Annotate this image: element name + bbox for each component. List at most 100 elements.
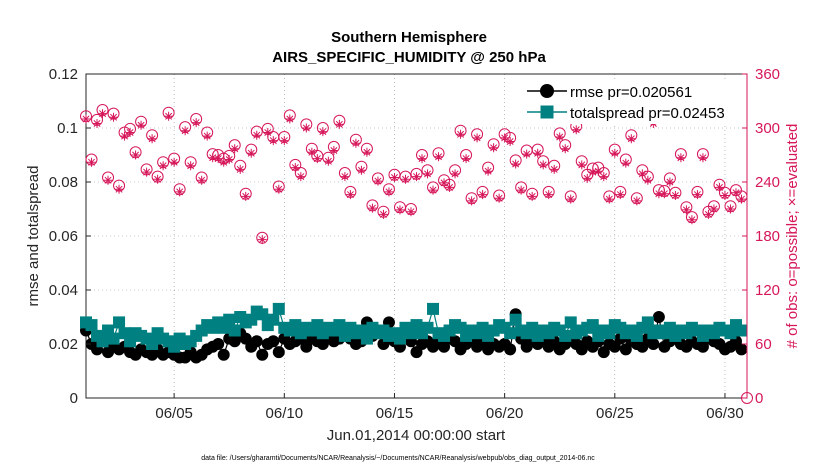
rmse-marker — [272, 346, 285, 359]
evaluated-obs-marker — [235, 164, 245, 174]
evaluated-obs-marker — [731, 188, 741, 198]
totalspread-marker — [256, 308, 269, 321]
evaluated-obs-marker — [478, 190, 488, 200]
evaluated-obs-marker — [527, 191, 537, 201]
evaluated-obs-marker — [241, 191, 251, 201]
totalspread-marker — [504, 327, 517, 340]
evaluated-obs-marker — [87, 157, 97, 167]
evaluated-obs-marker — [329, 146, 339, 155]
totalspread-marker — [272, 302, 285, 315]
evaluated-obs-marker — [373, 176, 383, 186]
totalspread-marker — [96, 335, 109, 348]
evaluated-obs-marker — [285, 114, 295, 124]
rmse-marker — [504, 343, 517, 356]
evaluated-obs-marker — [362, 147, 372, 157]
totalspread-marker — [641, 316, 654, 329]
tick-layer: 06/05 06/10 06/15 06/20 06/25 06/30 0 0.02 0.04 0… — [49, 66, 780, 422]
evaluated-obs-marker — [461, 154, 471, 164]
evaluated-obs-marker — [131, 150, 141, 160]
evaluated-obs-marker — [428, 185, 438, 195]
evaluated-obs-marker — [533, 148, 543, 158]
x-tick-label: 06/20 — [486, 405, 524, 422]
y-axis-label-right: # of obs: o=possible; ×=evaluated — [784, 124, 801, 349]
evaluated-obs-marker — [676, 153, 686, 163]
y-right-tick-label: 360 — [755, 66, 780, 83]
evaluated-obs-marker — [175, 187, 185, 197]
evaluated-obs-marker — [434, 152, 444, 162]
evaluated-obs-marker — [257, 235, 267, 245]
evaluated-obs-marker — [511, 159, 521, 169]
evaluated-obs-marker — [566, 194, 576, 204]
totalspread-marker — [85, 319, 98, 332]
totalspread-marker — [559, 329, 572, 342]
totalspread-marker — [427, 302, 440, 315]
evaluated-obs-marker — [98, 109, 108, 119]
evaluated-obs-marker — [516, 185, 526, 195]
evaluated-obs-marker — [191, 118, 201, 128]
evaluated-obs-marker — [709, 204, 719, 214]
evaluated-obs-marker — [555, 132, 565, 142]
rmse-marker — [217, 348, 230, 361]
evaluated-obs-marker — [136, 120, 146, 130]
evaluated-obs-marker — [230, 144, 240, 154]
evaluated-obs-marker — [208, 153, 218, 163]
evaluated-obs-marker — [500, 133, 510, 143]
evaluated-obs-marker — [224, 155, 234, 164]
evaluated-obs-marker — [626, 134, 636, 144]
x-tick-label: 06/30 — [706, 405, 744, 422]
evaluated-obs-marker — [423, 169, 433, 179]
evaluated-obs-marker — [307, 147, 317, 157]
evaluated-obs-marker — [323, 156, 333, 166]
evaluated-obs-marker — [318, 127, 328, 137]
footnote: data file: /Users/gharamti/Documents/NCA… — [201, 455, 595, 462]
chart-subtitle: AIRS_SPECIFIC_HUMIDITY @ 250 hPa — [272, 49, 546, 66]
evaluated-obs-marker — [412, 172, 421, 182]
evaluated-obs-marker — [345, 190, 355, 200]
rmse-marker — [647, 338, 660, 350]
evaluated-obs-marker — [400, 174, 410, 184]
evaluated-obs-marker — [153, 174, 163, 184]
evaluated-obs-marker — [720, 191, 730, 200]
y-right-tick-label: 300 — [755, 120, 780, 137]
y-right-tick-label: 0 — [755, 390, 763, 407]
evaluated-obs-marker — [439, 178, 449, 188]
x-tick-label: 06/15 — [376, 405, 414, 422]
evaluated-obs-marker — [483, 166, 493, 176]
y-tick-label: 0 — [70, 390, 78, 407]
evaluated-obs-marker — [659, 189, 669, 199]
evaluated-obs-marker — [252, 130, 262, 140]
evaluated-obs-marker — [489, 143, 499, 153]
y-tick-label: 0.12 — [49, 66, 78, 83]
evaluated-obs-marker — [687, 215, 697, 225]
y-right-tick-label: 240 — [755, 174, 780, 191]
rmse-marker — [212, 338, 225, 350]
evaluated-obs-marker — [279, 136, 289, 146]
evaluated-obs-marker — [114, 184, 124, 194]
evaluated-obs-marker — [445, 182, 455, 192]
y-right-tick-label: 180 — [755, 228, 780, 245]
evaluated-obs-marker — [103, 175, 113, 185]
totalspread-marker — [267, 313, 280, 326]
y-tick-label: 0.08 — [49, 174, 78, 191]
totalspread-marker — [421, 321, 434, 334]
rmse-marker — [735, 343, 748, 356]
evaluated-obs-marker — [522, 149, 532, 159]
evaluated-obs-marker — [714, 182, 724, 192]
evaluated-obs-marker — [186, 161, 196, 171]
evaluated-obs-marker — [588, 167, 598, 177]
evaluated-obs-marker — [654, 189, 664, 199]
evaluated-obs-marker — [169, 157, 179, 167]
evaluated-obs-marker — [312, 154, 322, 164]
evaluated-obs-marker — [571, 125, 581, 135]
evaluated-obs-marker — [158, 161, 168, 171]
evaluated-obs-marker — [202, 131, 212, 141]
legend: rmse pr=0.020561 totalspread pr=0.02453 — [527, 80, 741, 124]
evaluated-obs-marker — [582, 173, 592, 183]
evaluated-obs-marker — [560, 144, 570, 154]
evaluated-obs-marker — [351, 138, 361, 148]
rmse-marker — [250, 335, 263, 348]
evaluated-obs-marker — [290, 163, 300, 173]
evaluated-obs-marker — [378, 209, 388, 219]
evaluated-obs-marker — [736, 194, 746, 204]
y-tick-label: 0.02 — [49, 336, 78, 353]
